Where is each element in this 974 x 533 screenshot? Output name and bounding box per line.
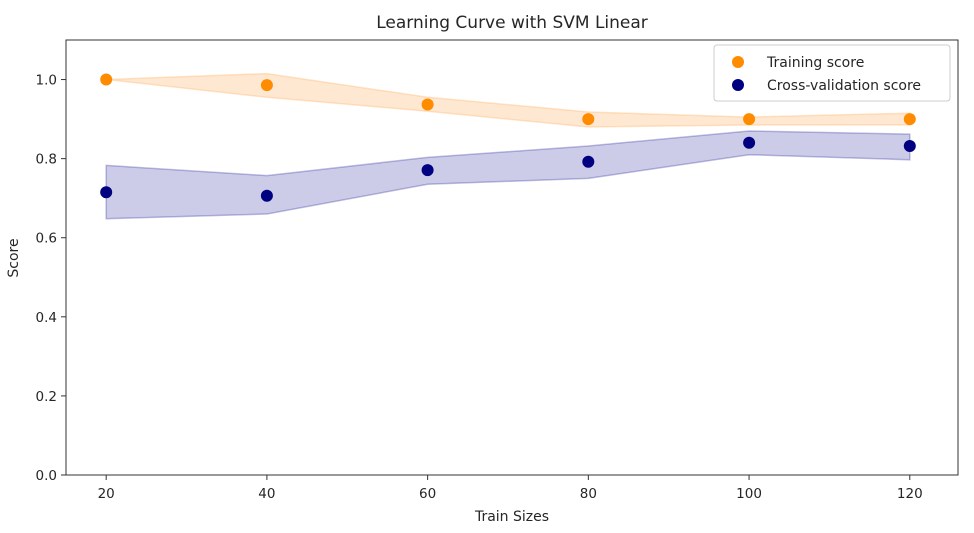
- legend-label-training: Training score: [766, 55, 864, 71]
- training-point: [421, 98, 434, 111]
- y-axis-label: Score: [6, 238, 22, 277]
- legend-marker-cross-validation: [732, 79, 744, 91]
- y-axis-ticks: 0.0 0.2 0.4 0.6 0.8 1.0: [36, 73, 66, 484]
- y-tick-label: 0.0: [36, 468, 57, 484]
- training-point: [260, 79, 273, 92]
- band-cross-validation: [105, 130, 911, 220]
- chart-title: Learning Curve with SVM Linear: [376, 13, 648, 33]
- x-tick-label: 100: [736, 486, 762, 502]
- legend-marker-training: [732, 56, 744, 68]
- x-tick-label: 20: [98, 486, 115, 502]
- y-tick-label: 1.0: [36, 73, 57, 89]
- legend-label-cross-validation: Cross-validation score: [767, 78, 921, 94]
- x-axis-label: Train Sizes: [474, 509, 549, 525]
- plot-frame: [65, 39, 959, 476]
- cross-validation-point: [743, 136, 756, 149]
- cross-validation-point: [100, 186, 113, 199]
- training-point: [100, 73, 113, 86]
- training-point: [743, 113, 756, 126]
- x-axis-ticks: 20 40 60 80 100 120: [98, 475, 923, 502]
- cross-validation-point: [903, 140, 916, 152]
- x-tick-label: 120: [897, 486, 923, 502]
- x-tick-label: 40: [258, 486, 275, 502]
- x-tick-label: 60: [419, 486, 436, 502]
- x-tick-label: 80: [580, 486, 597, 502]
- y-tick-label: 0.6: [36, 231, 57, 247]
- y-tick-label: 0.4: [36, 310, 57, 326]
- legend: Training score Cross-validation score: [713, 44, 951, 102]
- y-tick-label: 0.2: [36, 389, 57, 405]
- data-points: [100, 73, 916, 202]
- cross-validation-point: [421, 164, 434, 177]
- cross-validation-point: [582, 155, 595, 168]
- cross-validation-point: [260, 189, 273, 202]
- training-point: [582, 113, 595, 126]
- y-tick-label: 0.8: [36, 152, 57, 168]
- legend-box: [713, 44, 951, 102]
- training-point: [903, 113, 916, 126]
